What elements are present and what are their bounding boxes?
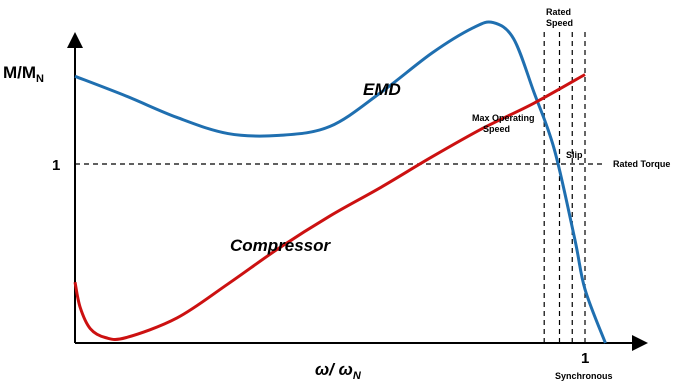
rated-torque-label: Rated Torque xyxy=(613,159,670,169)
y-tick-1: 1 xyxy=(52,157,60,174)
series-compressor-line xyxy=(73,73,586,341)
max-operating-speed-label: Max Operating Speed xyxy=(472,113,535,134)
series-label-emd: EMD xyxy=(363,80,401,99)
series-emd-line xyxy=(74,20,607,344)
rated-speed-label: Rated Speed xyxy=(546,7,573,28)
synchronous-label: Synchronous xyxy=(555,371,613,381)
y-axis-label: M/MN xyxy=(3,63,44,85)
x-axis-label: ω/ ωN xyxy=(315,360,362,382)
slip-label: Slip xyxy=(566,150,583,160)
series-label-compressor: Compressor xyxy=(230,236,332,255)
vertical-markers xyxy=(543,32,586,343)
x-tick-1: 1 xyxy=(581,350,589,367)
